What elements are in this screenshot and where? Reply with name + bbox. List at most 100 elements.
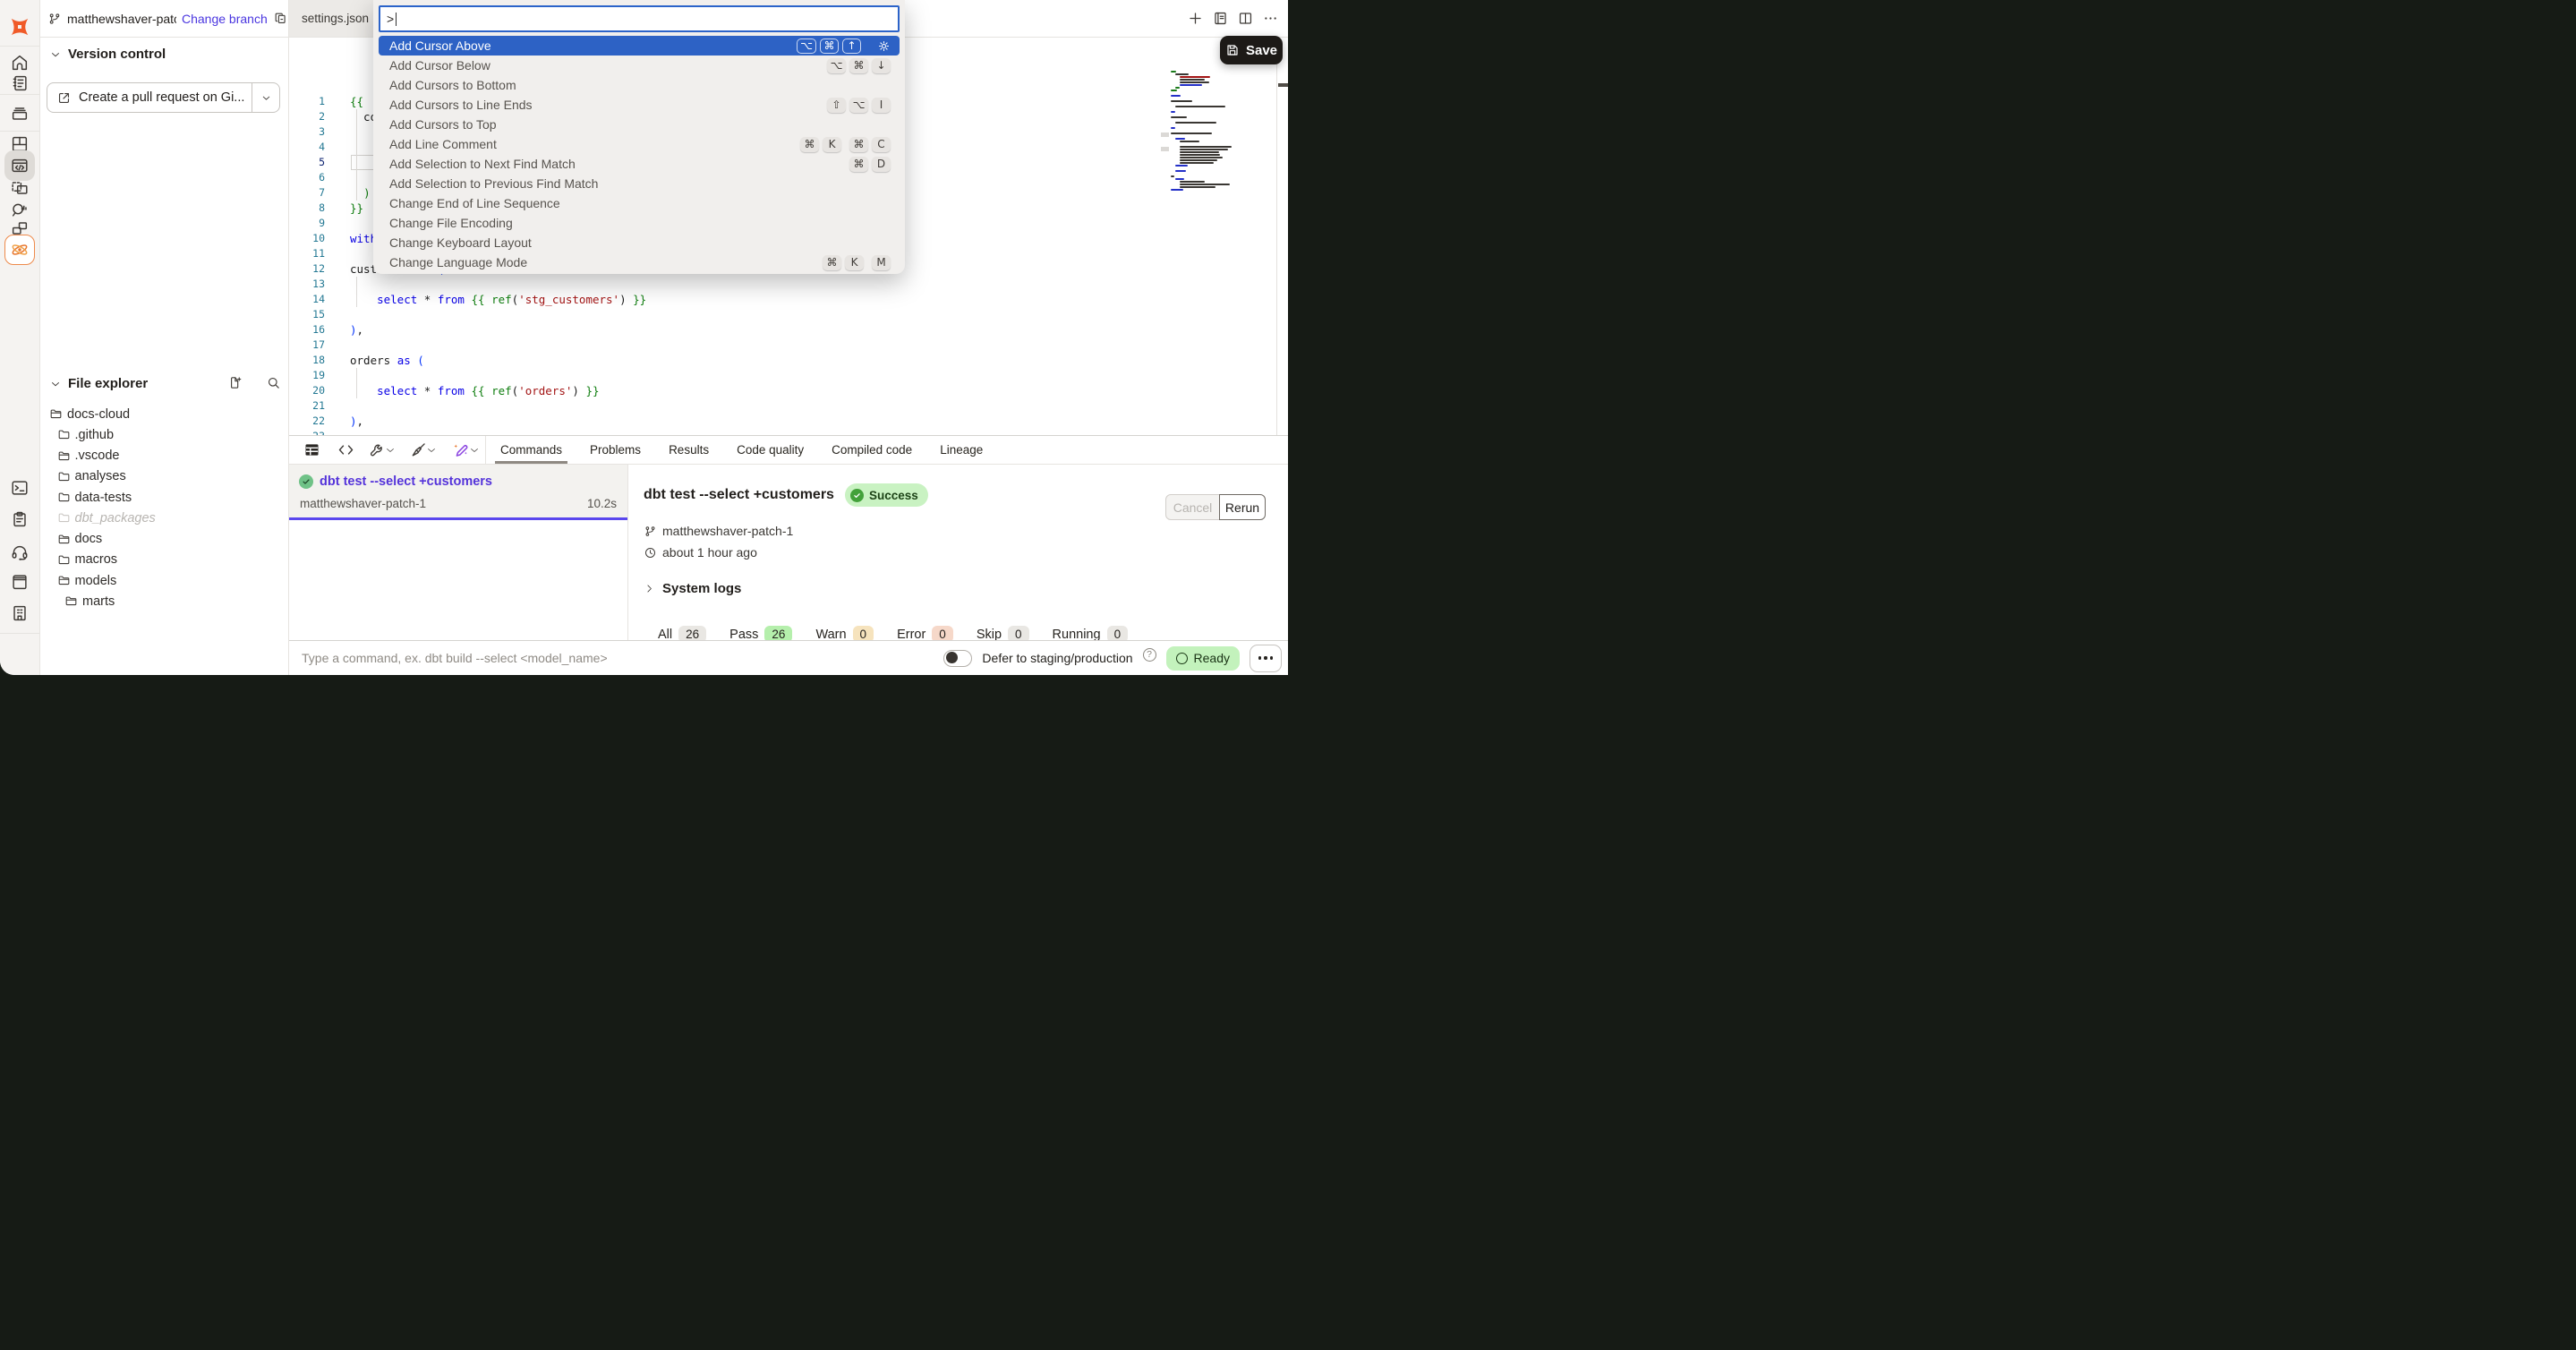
tab-settings-json[interactable]: settings.json — [289, 0, 382, 37]
palette-item[interactable]: Change Keyboard Layout — [379, 233, 900, 252]
palette-item[interactable]: Add Line Comment ⌘ K ⌘ C — [379, 134, 900, 154]
split-pane-icon[interactable] — [1237, 10, 1254, 27]
panel-tab-code-quality[interactable]: Code quality — [737, 443, 805, 457]
line-number: 10 — [312, 231, 325, 244]
copy-icon[interactable] — [273, 11, 288, 26]
chevron-down-icon[interactable] — [469, 445, 480, 456]
terminal-icon[interactable] — [10, 478, 30, 498]
file-item-marts[interactable]: marts — [40, 591, 288, 611]
notebook-icon[interactable] — [1212, 10, 1229, 27]
broom-icon[interactable] — [409, 440, 428, 459]
key-chip: ↑ — [842, 38, 861, 54]
palette-item[interactable]: Add Cursors to Bottom — [379, 75, 900, 95]
stat-all[interactable]: All 26 — [658, 626, 707, 640]
file-item-.github[interactable]: .github — [40, 424, 288, 445]
folder-icon — [57, 553, 71, 567]
user-avatar[interactable] — [8, 637, 32, 661]
save-button[interactable]: Save — [1220, 36, 1283, 64]
panel-tab-lineage[interactable]: Lineage — [940, 443, 984, 457]
palette-item[interactable]: Add Cursor Above ⌥ ⌘ ↑ — [379, 36, 900, 56]
building-icon[interactable] — [10, 603, 30, 623]
save-icon — [1227, 45, 1238, 56]
panel-tab-problems[interactable]: Problems — [590, 443, 642, 457]
pr-dropdown-chevron[interactable] — [252, 92, 279, 104]
code-line-16: ), — [350, 322, 364, 337]
headset-icon[interactable] — [10, 543, 30, 562]
defer-toggle[interactable] — [943, 649, 973, 667]
stat-skip[interactable]: Skip 0 — [977, 626, 1029, 640]
file-item-data-tests[interactable]: data-tests — [40, 487, 288, 508]
cancel-button[interactable]: Cancel — [1165, 494, 1220, 520]
windows-icon[interactable] — [10, 218, 30, 238]
code-line-7: ) — [363, 185, 371, 200]
wrench-icon[interactable] — [368, 440, 387, 459]
search-icon[interactable] — [266, 375, 281, 390]
line-number: 12 — [312, 261, 325, 275]
run-list-item[interactable]: dbt test --select +customers matthewshav… — [289, 465, 627, 520]
version-control-header[interactable]: Version control — [49, 47, 166, 62]
book-icon[interactable] — [10, 572, 30, 592]
right-scroll-column[interactable] — [1276, 38, 1288, 435]
panel-tab-commands[interactable]: Commands — [494, 436, 568, 464]
stat-label: Pass — [729, 627, 759, 641]
palette-item[interactable]: Add Cursors to Line Ends ⇧ ⌥ I — [379, 95, 900, 115]
rerun-button[interactable]: Rerun — [1219, 494, 1266, 520]
file-item-docs-cloud[interactable]: docs-cloud — [40, 404, 288, 424]
scrollbar-thumb[interactable] — [1278, 83, 1288, 87]
docs-icon[interactable] — [10, 73, 30, 93]
defer-label: Defer to staging/production — [982, 651, 1133, 665]
command-input[interactable] — [289, 650, 944, 666]
new-file-icon[interactable] — [227, 375, 243, 390]
stat-warn[interactable]: Warn 0 — [815, 626, 874, 640]
palette-list: Add Cursor Above ⌥ ⌘ ↑ Add Cursor Below ⌥ ⌘ ↓ Ad… — [379, 36, 900, 272]
panel-tab-compiled-code[interactable]: Compiled code — [832, 443, 913, 457]
palette-item[interactable]: Add Selection to Next Find Match ⌘ D — [379, 154, 900, 174]
catalog-search-icon[interactable] — [10, 200, 30, 219]
palette-query: > — [387, 12, 395, 26]
code-editor-icon[interactable] — [4, 150, 35, 181]
palette-item[interactable]: Add Cursors to Top — [379, 115, 900, 134]
more-options-button[interactable] — [1250, 644, 1282, 672]
chevron-down-icon[interactable] — [426, 445, 437, 456]
palette-item[interactable]: Change Language Mode ⌘ K M — [379, 252, 900, 272]
code-line-20: select * from {{ ref('orders') }} — [377, 383, 600, 397]
file-item-dbt_packages[interactable]: dbt_packages — [40, 508, 288, 528]
user-avatar-photo — [8, 637, 32, 661]
dbt-logo[interactable] — [7, 14, 32, 39]
stat-label: Skip — [976, 627, 1002, 641]
file-explorer-header[interactable]: File explorer — [49, 376, 148, 391]
system-logs-toggle[interactable]: System logs — [644, 581, 741, 596]
panel-tab-results[interactable]: Results — [669, 443, 710, 457]
create-pull-request-button[interactable]: Create a pull request on Gi... — [47, 82, 280, 113]
file-item-.vscode[interactable]: .vscode — [40, 446, 288, 466]
code-icon[interactable] — [337, 440, 355, 459]
chevron-down-icon[interactable] — [385, 445, 396, 456]
palette-item[interactable]: Add Cursor Below ⌥ ⌘ ↓ — [379, 56, 900, 75]
palette-item[interactable]: Add Selection to Previous Find Match — [379, 174, 900, 193]
stat-running[interactable]: Running 0 — [1053, 626, 1129, 640]
frame-icon[interactable] — [10, 178, 30, 198]
palette-item[interactable]: Change File Encoding — [379, 213, 900, 233]
gear-icon[interactable] — [877, 39, 891, 53]
stat-pass[interactable]: Pass 26 — [729, 626, 793, 641]
help-icon[interactable]: ? — [1142, 647, 1156, 662]
archive-icon[interactable] — [10, 104, 30, 124]
clipboard-icon[interactable] — [10, 509, 30, 529]
stat-value-badge: 0 — [932, 626, 953, 640]
ai-copilot-icon[interactable] — [451, 440, 470, 459]
file-item-docs[interactable]: docs — [40, 529, 288, 550]
file-item-models[interactable]: models — [40, 570, 288, 591]
palette-item[interactable]: Change End of Line Sequence — [379, 193, 900, 213]
ellipsis-icon[interactable] — [1262, 10, 1279, 27]
stat-error[interactable]: Error 0 — [897, 626, 953, 640]
minimap[interactable] — [1171, 71, 1253, 196]
home-icon[interactable] — [10, 53, 30, 73]
atom-icon[interactable] — [4, 235, 35, 265]
table-icon[interactable] — [303, 440, 321, 459]
file-item-macros[interactable]: macros — [40, 550, 288, 570]
plus-icon[interactable] — [1187, 10, 1204, 27]
palette-input[interactable]: > — [379, 5, 900, 32]
change-branch-link[interactable]: Change branch — [182, 11, 268, 26]
bottom-panel: Commands Problems Results Code quality Compi… — [289, 435, 1288, 640]
file-item-analyses[interactable]: analyses — [40, 466, 288, 487]
